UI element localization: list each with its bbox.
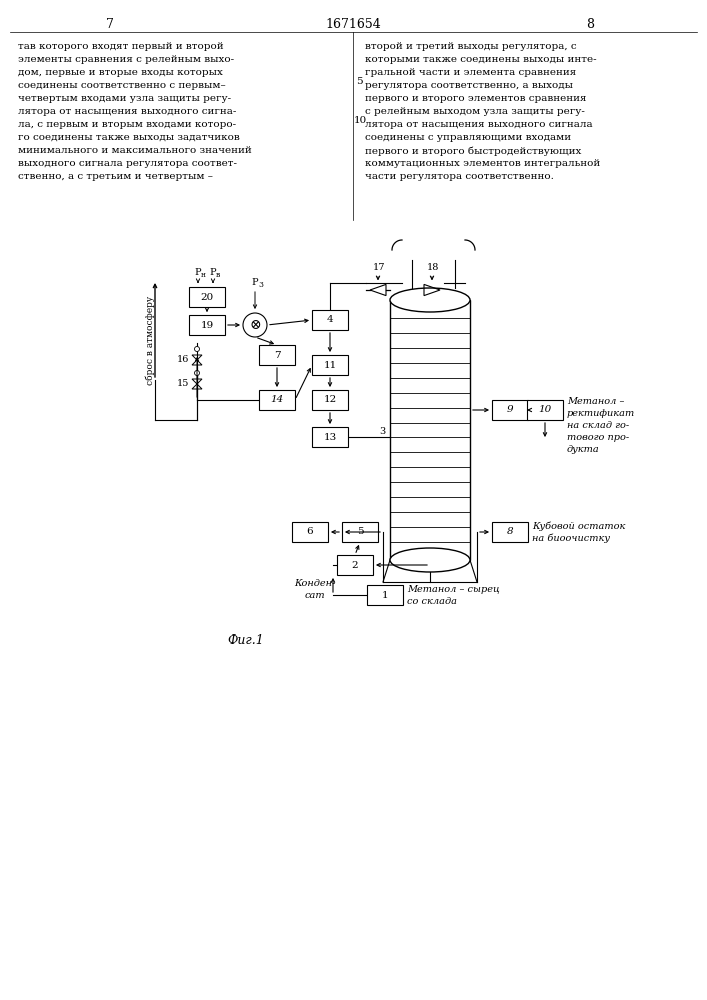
Text: лятора от насыщения выходного сигнала: лятора от насыщения выходного сигнала [365,120,592,129]
Ellipse shape [390,288,470,312]
Text: 6: 6 [307,528,313,536]
Text: на биоочистку: на биоочистку [532,533,610,543]
Text: минимального и максимального значений: минимального и максимального значений [18,146,252,155]
Text: Кубовой остаток: Кубовой остаток [532,521,626,531]
Text: второй и третий выходы регулятора, с: второй и третий выходы регулятора, с [365,42,577,51]
Text: 8: 8 [586,17,594,30]
Text: лятора от насыщения выходного сигна-: лятора от насыщения выходного сигна- [18,107,236,116]
Text: Конден-: Конден- [294,578,336,587]
Bar [312,390,348,410]
Text: 11: 11 [323,360,337,369]
Bar [342,522,378,542]
Circle shape [194,347,199,352]
Text: P: P [210,268,216,277]
Text: 17: 17 [373,263,385,272]
Text: сат: сат [305,590,325,599]
Ellipse shape [390,548,470,572]
Text: выходного сигнала регулятора соответ-: выходного сигнала регулятора соответ- [18,159,237,168]
Text: P: P [194,268,201,277]
Text: 16: 16 [177,356,189,364]
Bar [312,427,348,447]
Text: тав которого входят первый и второй: тав которого входят первый и второй [18,42,223,51]
Text: ⊗: ⊗ [249,318,261,332]
Text: Фиг.1: Фиг.1 [227,634,264,647]
Text: 7: 7 [274,351,280,360]
Text: в: в [216,271,221,279]
Text: 1: 1 [382,590,388,599]
Text: 9: 9 [507,406,513,414]
Bar [259,345,295,365]
Text: 12: 12 [323,395,337,404]
Text: 5: 5 [356,77,363,86]
Bar [312,355,348,375]
Text: го соединены также выходы задатчиков: го соединены также выходы задатчиков [18,133,240,142]
Bar [337,555,373,575]
Bar [527,400,563,420]
Text: н: н [201,271,206,279]
Text: 14: 14 [270,395,284,404]
Text: первого и второго быстродействующих: первого и второго быстродействующих [365,146,581,155]
Text: элементы сравнения с релейным выхо-: элементы сравнения с релейным выхо- [18,55,234,64]
Text: дом, первые и вторые входы которых: дом, первые и вторые входы которых [18,68,223,77]
Text: P: P [252,278,258,287]
Text: 3: 3 [258,281,263,289]
Text: 7: 7 [106,17,114,30]
Text: ственно, а с третьим и четвертым –: ственно, а с третьим и четвертым – [18,172,213,181]
Text: с релейным выходом узла защиты регу-: с релейным выходом узла защиты регу- [365,107,585,116]
Text: гральной части и элемента сравнения: гральной части и элемента сравнения [365,68,576,77]
Text: 5: 5 [357,528,363,536]
Text: 3: 3 [379,428,385,436]
Text: на склад го-: на склад го- [567,422,629,430]
Bar [292,522,328,542]
Text: 10: 10 [354,116,367,125]
Text: 1671654: 1671654 [325,17,381,30]
Text: соединены соответственно с первым–: соединены соответственно с первым– [18,81,226,90]
Text: дукта: дукта [567,446,600,454]
Bar [367,585,403,605]
Text: ректификат: ректификат [567,410,636,418]
Text: 8: 8 [507,528,513,536]
Bar [492,400,528,420]
Text: коммутационных элементов интегральной: коммутационных элементов интегральной [365,159,600,168]
Text: которыми также соединены выходы инте-: которыми также соединены выходы инте- [365,55,597,64]
Circle shape [243,313,267,337]
Bar [189,315,225,335]
Text: 18: 18 [427,263,439,272]
Text: 20: 20 [200,292,214,302]
Text: 15: 15 [177,379,189,388]
Text: 2: 2 [351,560,358,570]
Text: Метанол – сырец: Метанол – сырец [407,584,500,593]
Text: тового про-: тового про- [567,434,629,442]
Text: четвертым входами узла защиты регу-: четвертым входами узла защиты регу- [18,94,231,103]
Bar [259,390,295,410]
Bar [312,310,348,330]
Bar [189,287,225,307]
Text: со склада: со склада [407,596,457,605]
Bar [492,522,528,542]
Text: 13: 13 [323,432,337,442]
Text: Метанол –: Метанол – [567,397,624,406]
Text: 19: 19 [200,320,214,330]
Text: регулятора соответственно, а выходы: регулятора соответственно, а выходы [365,81,573,90]
Text: 4: 4 [327,316,333,324]
Text: первого и второго элементов сравнения: первого и второго элементов сравнения [365,94,587,103]
Text: сброс в атмосферу: сброс в атмосферу [145,295,155,385]
Text: части регулятора соответственно.: части регулятора соответственно. [365,172,554,181]
Text: ла, с первым и вторым входами которо-: ла, с первым и вторым входами которо- [18,120,236,129]
Circle shape [194,370,199,375]
Bar [390,300,470,560]
Text: соединены с управляющими входами: соединены с управляющими входами [365,133,571,142]
Text: 10: 10 [538,406,551,414]
